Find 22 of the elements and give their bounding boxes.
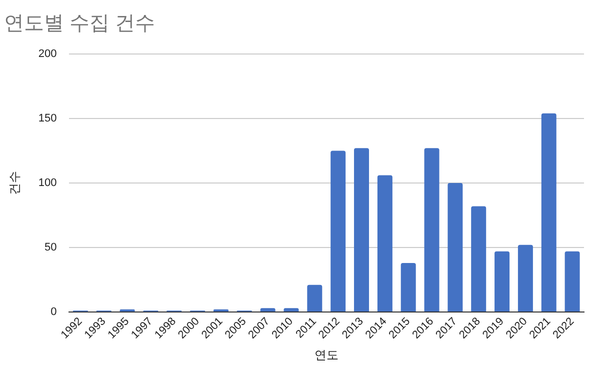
bar [307,284,322,312]
bar [330,150,346,312]
bar [260,308,276,312]
bar [564,251,580,312]
y-tick-label: 50 [44,242,57,254]
bar [448,182,463,312]
y-tick-label: 100 [38,177,57,190]
y-tick-label: 150 [38,112,57,125]
bar [518,244,533,312]
bar [354,148,369,312]
bar [471,206,486,312]
y-axis-title: 건수 [8,170,22,195]
y-tick-label: 0 [50,306,57,318]
y-tick-label: 200 [38,48,57,60]
bar [541,113,556,312]
bar [284,308,299,312]
bar [424,148,440,312]
chart-title: 연도별 수집 건수 [4,12,156,35]
bar [494,251,510,312]
x-axis-title: 연도 [314,348,338,362]
bar [400,262,416,312]
bar [377,175,392,312]
